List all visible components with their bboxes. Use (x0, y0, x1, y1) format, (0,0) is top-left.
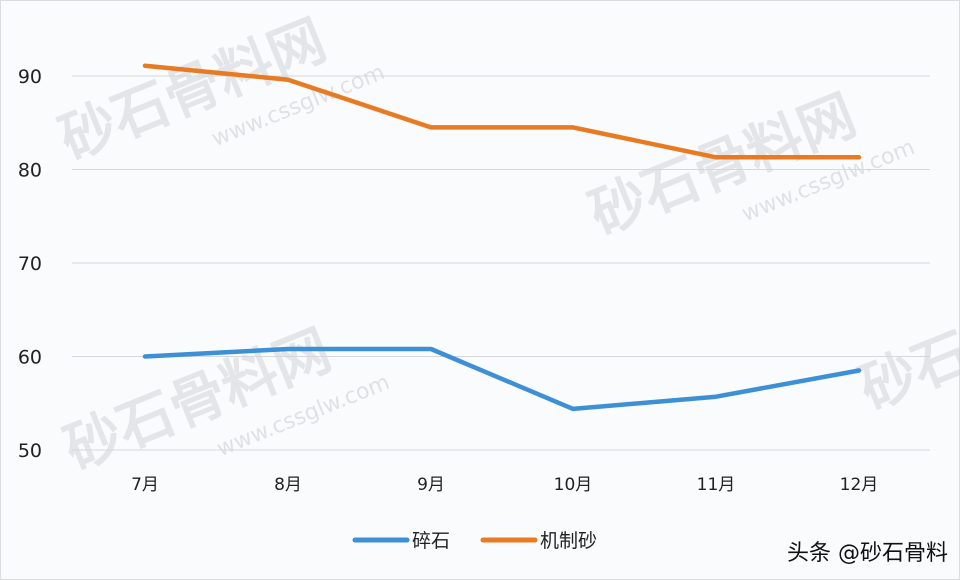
y-tick-label: 60 (18, 347, 42, 369)
x-tick-label: 10月 (554, 475, 593, 495)
series-lines (142, 63, 862, 412)
y-tick-label: 70 (18, 253, 42, 275)
x-tick-label: 7月 (131, 475, 159, 495)
credit-text: 头条 @砂石骨料 (787, 541, 948, 566)
x-tick-label: 8月 (274, 475, 302, 495)
series-line-碎石 (142, 346, 862, 412)
legend: 碎石 机制砂 (352, 530, 597, 552)
y-tick-label: 90 (18, 66, 42, 88)
x-axis: 7月 8月 9月 10月 11月 12月 (131, 475, 878, 495)
x-tick-label: 11月 (697, 475, 736, 495)
y-tick-label: 80 (18, 160, 42, 182)
y-axis: 50 60 70 80 90 (18, 66, 42, 462)
x-tick-label: 9月 (417, 475, 445, 495)
x-tick-label: 12月 (840, 475, 879, 495)
svg-text:砂石骨料网: 砂石骨料网 (581, 83, 865, 248)
legend-item: 机制砂 (480, 530, 597, 552)
gridlines (72, 75, 930, 451)
legend-label: 碎石 (412, 530, 450, 552)
svg-text:砂石骨料网: 砂石骨料网 (51, 8, 335, 173)
legend-label: 机制砂 (540, 530, 597, 552)
svg-text:砂石骨料网: 砂石骨料网 (851, 258, 960, 423)
legend-item: 碎石 (352, 530, 450, 552)
svg-text:砂石骨料网: 砂石骨料网 (56, 318, 340, 483)
series-line-机制砂 (142, 63, 862, 160)
y-tick-label: 50 (18, 440, 42, 462)
